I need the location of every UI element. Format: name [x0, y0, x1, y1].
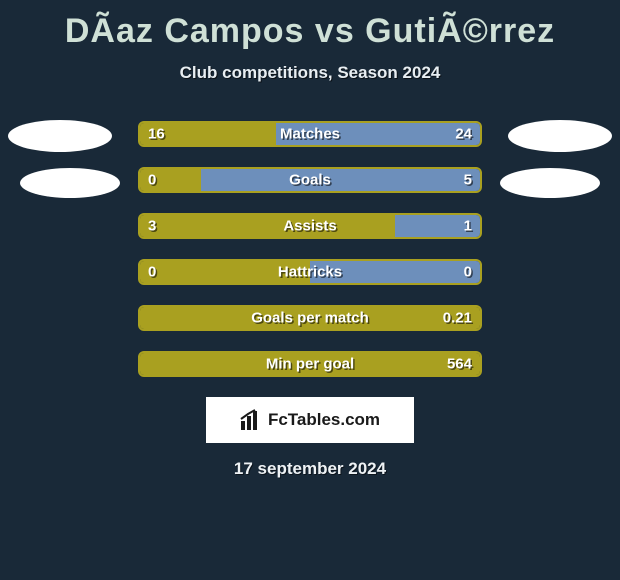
stat-row: 16 Matches 24 — [138, 121, 482, 147]
stat-value-left: 3 — [148, 218, 156, 235]
stat-value-right: 1 — [464, 218, 472, 235]
stat-value-right: 564 — [447, 356, 472, 373]
stat-label: Goals — [289, 172, 331, 189]
bars-icon — [240, 409, 262, 431]
stat-label: Goals per match — [251, 310, 369, 327]
team-left-logo-1 — [8, 120, 112, 152]
stat-value-left: 0 — [148, 172, 156, 189]
stat-value-right: 24 — [455, 126, 472, 143]
stat-label: Min per goal — [266, 356, 354, 373]
stat-row: 3 Assists 1 — [138, 213, 482, 239]
team-right-logo-1 — [508, 120, 612, 152]
stat-row: Goals per match 0.21 — [138, 305, 482, 331]
page-subtitle: Club competitions, Season 2024 — [0, 63, 620, 83]
stat-label: Assists — [283, 218, 336, 235]
stat-row: Min per goal 564 — [138, 351, 482, 377]
stat-row: 0 Goals 5 — [138, 167, 482, 193]
stats-bars: 16 Matches 24 0 Goals 5 3 Assists 1 0 Hattricks 0 Go… — [138, 121, 482, 377]
team-right-logo-2 — [500, 168, 600, 198]
stat-value-right: 0 — [464, 264, 472, 281]
footer-date: 17 september 2024 — [0, 459, 620, 479]
brand-box[interactable]: FcTables.com — [206, 397, 414, 443]
stat-row: 0 Hattricks 0 — [138, 259, 482, 285]
stat-value-left: 16 — [148, 126, 165, 143]
bar-fill-right — [201, 169, 480, 191]
stat-label: Hattricks — [278, 264, 342, 281]
team-left-logo-2 — [20, 168, 120, 198]
stat-value-left: 0 — [148, 264, 156, 281]
brand-text: FcTables.com — [268, 410, 380, 430]
stat-label: Matches — [280, 126, 340, 143]
bar-fill-left — [140, 215, 395, 237]
page-title: DÃ­az Campos vs GutiÃ©rrez — [0, 0, 620, 51]
stat-value-right: 0.21 — [443, 310, 472, 327]
stat-value-right: 5 — [464, 172, 472, 189]
